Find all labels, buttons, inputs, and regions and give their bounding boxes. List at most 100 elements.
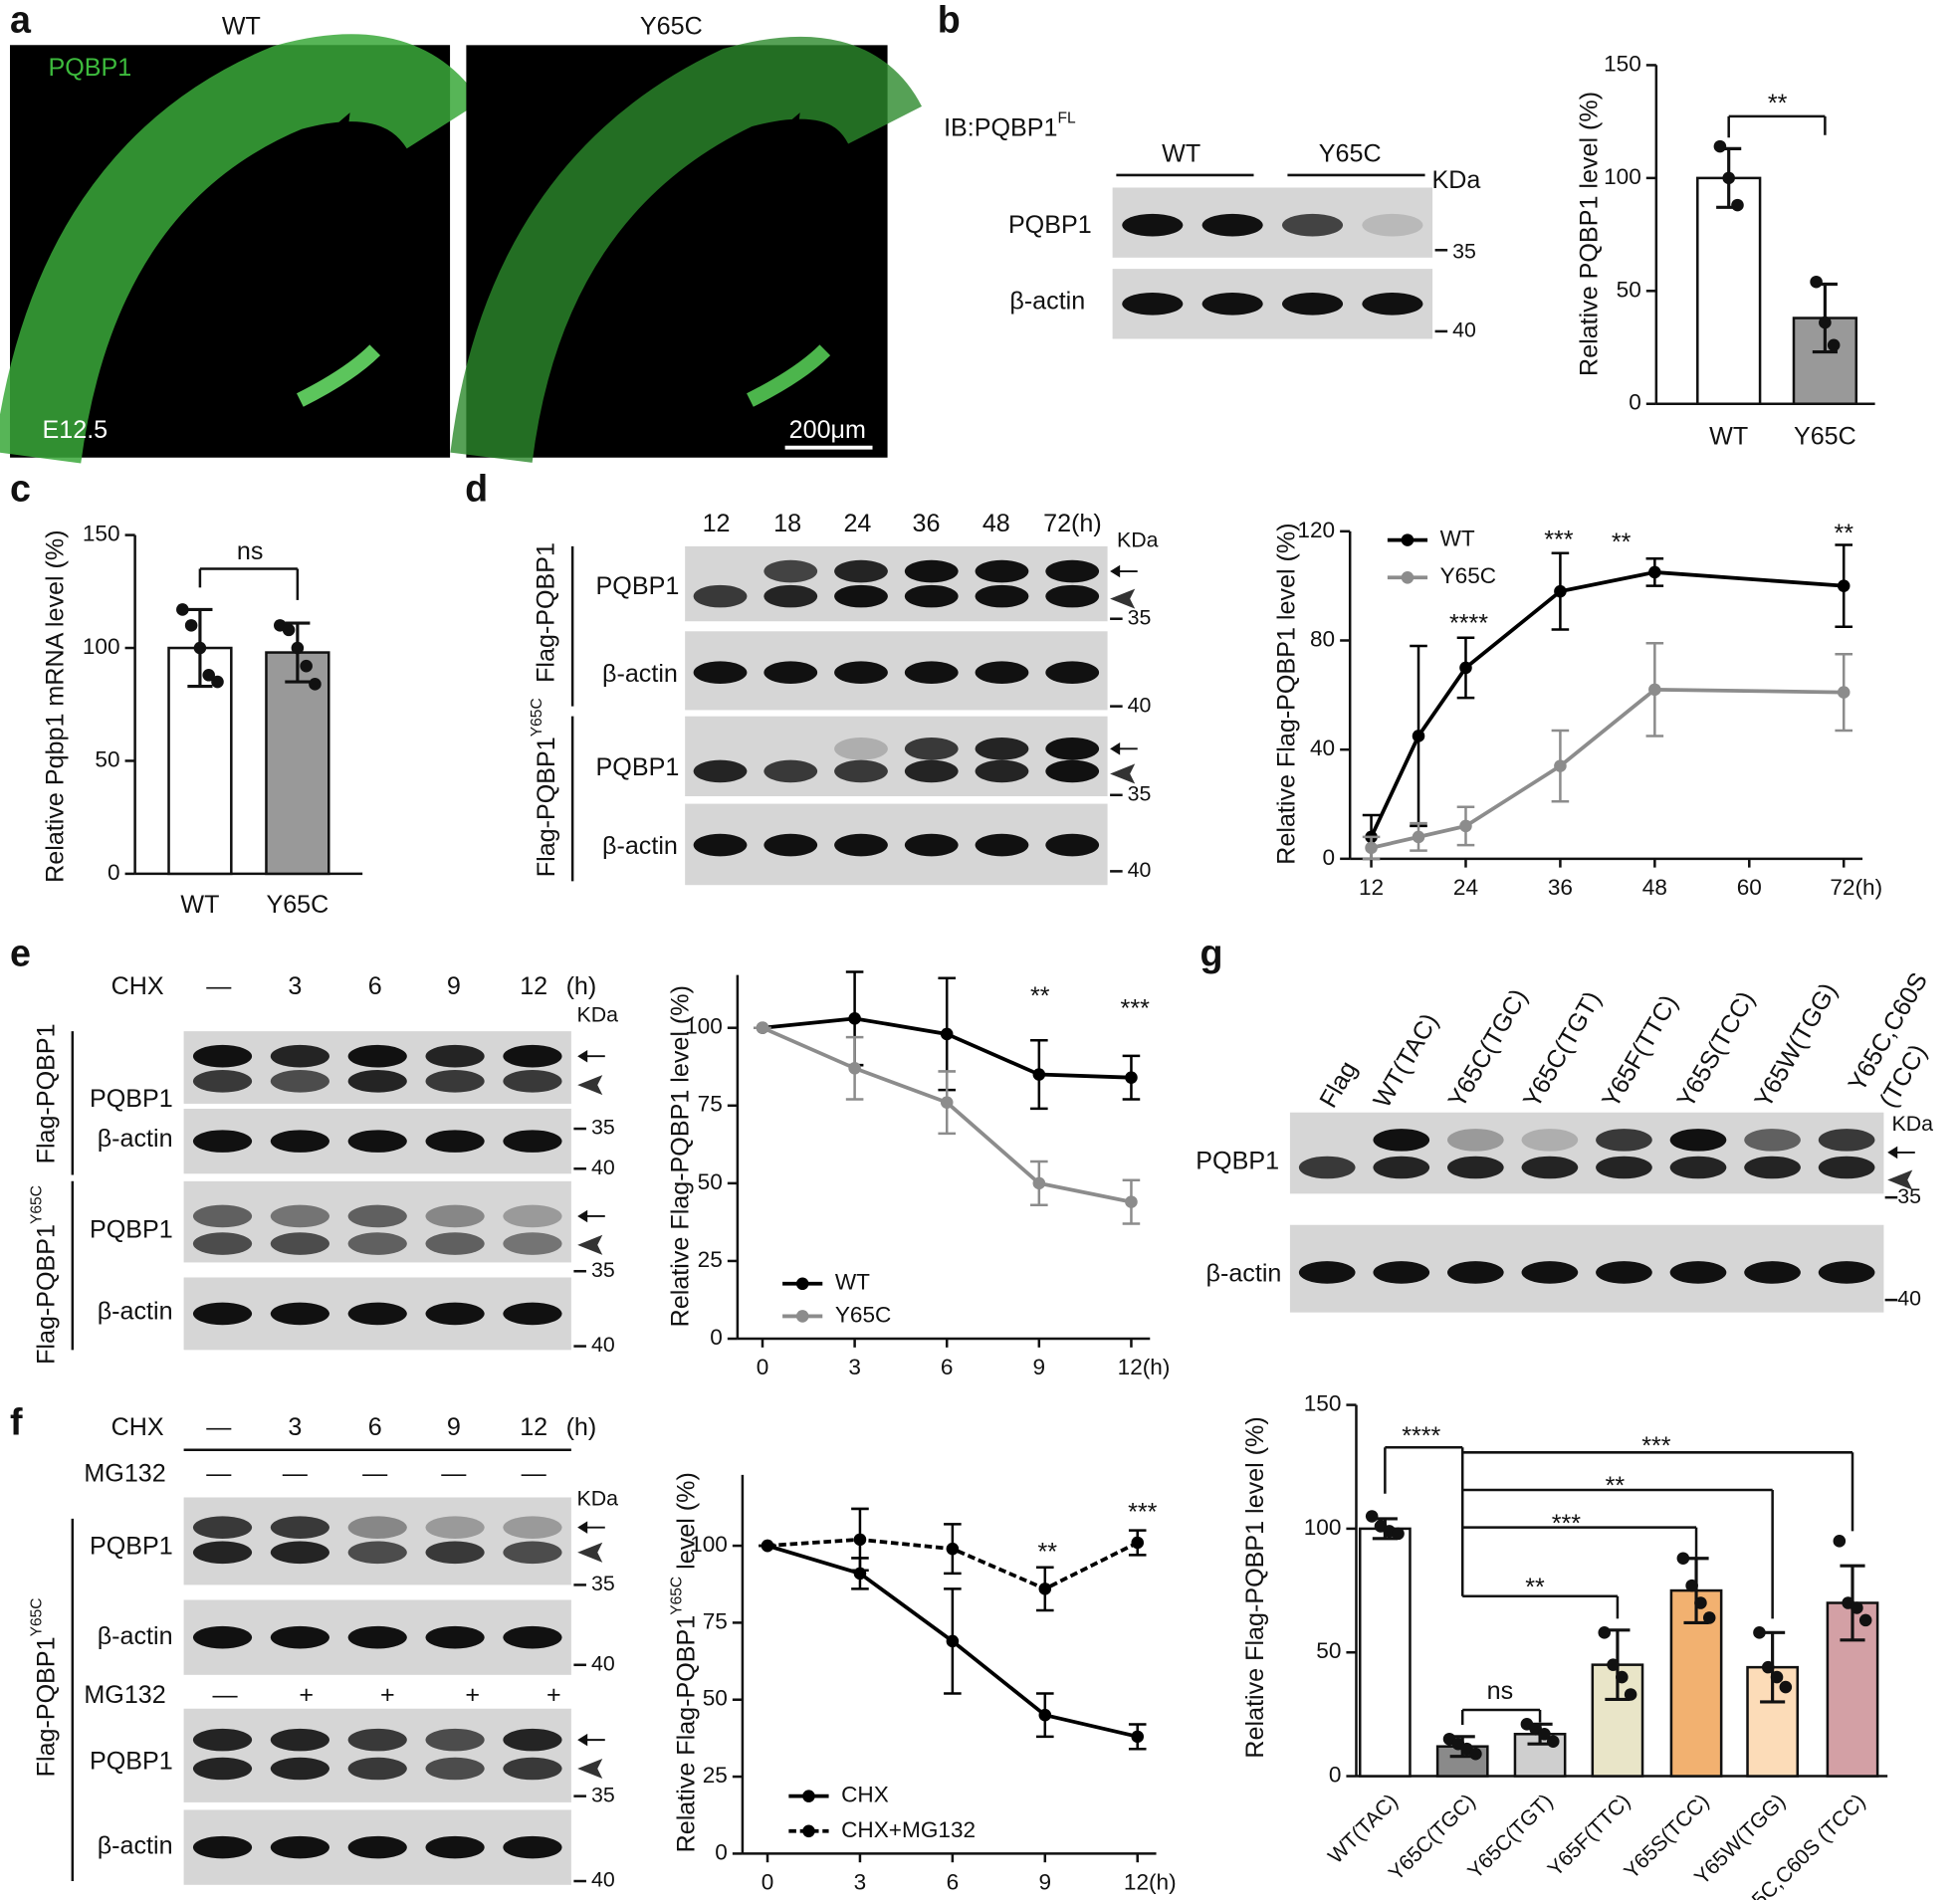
- label: 35: [591, 1116, 615, 1140]
- significance-label: ns: [1487, 1677, 1514, 1705]
- arrow-head: [577, 1234, 603, 1255]
- data-point: [1459, 819, 1472, 833]
- band: [1045, 584, 1100, 608]
- band: [503, 1044, 562, 1068]
- significance-label: ****: [1402, 1422, 1440, 1450]
- label: 35: [591, 1572, 615, 1595]
- label: +: [546, 1681, 561, 1709]
- y-tick-label: 25: [698, 1247, 723, 1272]
- label: IB:PQBP1FL: [944, 110, 1076, 142]
- superscript: Y65C: [29, 1185, 46, 1224]
- band: [192, 1232, 253, 1255]
- label: 24: [843, 510, 871, 537]
- y-tick-label: 50: [1316, 1638, 1341, 1663]
- panel-letter: d: [465, 468, 488, 510]
- x-tick-label: Y65C: [266, 891, 328, 919]
- blot: [183, 1497, 571, 1585]
- data-point: [946, 1542, 960, 1556]
- significance-label: ***: [1544, 527, 1574, 554]
- label: Y65C: [1319, 139, 1382, 167]
- significance-label: ***: [1128, 1498, 1158, 1526]
- band: [834, 584, 888, 608]
- label: PQBP1: [1196, 1148, 1279, 1175]
- blot: [685, 716, 1108, 797]
- data-point: [1125, 1071, 1138, 1084]
- blot: [685, 803, 1108, 886]
- data-point: [1616, 1670, 1629, 1684]
- arrow-head: [1887, 1169, 1913, 1190]
- label: 9: [447, 1413, 461, 1441]
- significance-label: **: [1525, 1574, 1545, 1601]
- x-tick-label: 24: [1453, 875, 1478, 900]
- band: [975, 759, 1029, 783]
- band: [192, 1757, 253, 1781]
- panel-letter: e: [10, 933, 31, 974]
- y-tick-label: 100: [690, 1532, 728, 1557]
- label: 40: [591, 1651, 615, 1675]
- band: [1373, 1129, 1430, 1152]
- label: Y65C: [640, 12, 703, 40]
- label: Flag-PQBP1: [533, 542, 560, 683]
- band: [1122, 213, 1184, 237]
- label: KDa: [1892, 1112, 1934, 1136]
- data-point: [1598, 1626, 1612, 1639]
- arrow-head: [577, 1733, 588, 1747]
- y-axis-label: Relative Flag-PQBP1 level (%): [666, 985, 694, 1327]
- arrow-head: [1110, 763, 1136, 784]
- text-part: Relative Flag-PQBP1: [672, 1615, 700, 1853]
- band: [1521, 1156, 1579, 1179]
- band: [192, 1625, 253, 1649]
- band: [270, 1204, 329, 1228]
- legend-marker: [1401, 571, 1415, 584]
- data-point: [1858, 1613, 1872, 1627]
- y-tick-label: 75: [703, 1608, 728, 1633]
- label: —: [522, 1460, 547, 1488]
- band: [503, 1728, 562, 1752]
- superscript: FL: [1058, 110, 1077, 127]
- y-axis-label: Relative Flag-PQBP1 level (%): [1241, 1416, 1269, 1758]
- label: PQBP1: [90, 1085, 173, 1113]
- y-tick-label: 120: [1297, 518, 1335, 542]
- data-point: [1392, 1527, 1405, 1541]
- y-tick-label: 150: [1304, 1391, 1342, 1416]
- label: β-actin: [602, 660, 678, 688]
- data-point: [1851, 1601, 1863, 1614]
- text-part: IB:PQBP1: [944, 113, 1057, 141]
- label: 40: [1128, 858, 1152, 882]
- label: 3: [288, 1413, 302, 1441]
- band: [1045, 661, 1100, 685]
- band: [834, 738, 888, 760]
- band: [834, 833, 888, 857]
- band: [763, 833, 818, 857]
- band: [1818, 1261, 1875, 1284]
- y-tick-label: 150: [1604, 51, 1641, 76]
- data-point: [1131, 1536, 1145, 1550]
- legend-marker: [1401, 533, 1415, 546]
- band: [975, 584, 1029, 608]
- label: —: [206, 1460, 232, 1488]
- band: [425, 1541, 485, 1565]
- data-point: [282, 623, 296, 637]
- label: β-actin: [602, 832, 678, 860]
- data-point: [1722, 171, 1735, 185]
- text-part: Relative Pqbp1 mRNA level (%): [41, 529, 69, 882]
- y-axis-label: Relative Flag-PQBP1 level (%): [1272, 523, 1300, 864]
- band: [763, 759, 818, 783]
- label: WT: [1162, 139, 1200, 167]
- legend-label: Y65C: [1440, 563, 1497, 588]
- data-point: [1779, 1680, 1793, 1694]
- blot: [685, 631, 1108, 711]
- legend-marker: [802, 1824, 815, 1838]
- band: [347, 1625, 407, 1649]
- label: KDa: [576, 1487, 618, 1511]
- band: [425, 1232, 485, 1255]
- label: 48: [982, 510, 1010, 537]
- band: [1669, 1261, 1727, 1284]
- data-point: [309, 678, 322, 691]
- band: [503, 1835, 562, 1859]
- label: CHX: [111, 1413, 164, 1441]
- data-point: [1810, 275, 1823, 289]
- text-part: Relative Flag-PQBP1 level (%): [1241, 1416, 1269, 1758]
- label: β-actin: [98, 1832, 173, 1860]
- data-point: [1131, 1730, 1145, 1744]
